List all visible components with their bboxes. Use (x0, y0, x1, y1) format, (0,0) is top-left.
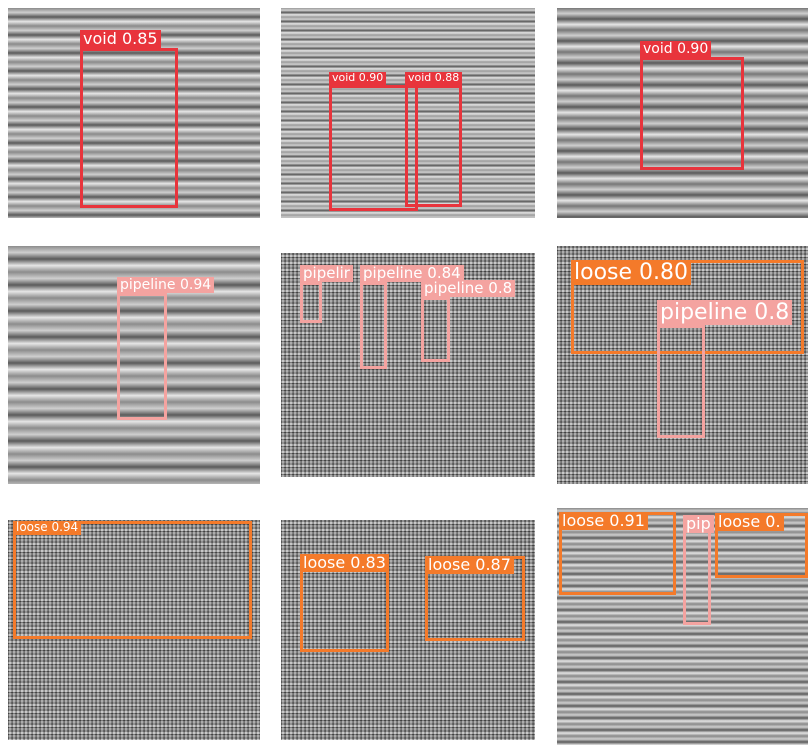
detection-box (300, 282, 322, 323)
gpr-panel: void 0.90 void 0.88 (281, 8, 535, 218)
detection-box (657, 325, 705, 438)
image-grid: void 0.85 void 0.90 void 0.88 void 0.90 pipe… (0, 0, 808, 749)
gpr-panel: pipeline 0.94 (8, 246, 260, 484)
detection-label: loose 0.83 (300, 554, 389, 572)
detection-box (640, 57, 744, 170)
detection-label: void 0.88 (405, 72, 462, 85)
detection-label: loose 0.91 (559, 512, 648, 530)
detection-label: void 0.90 (329, 72, 386, 85)
detection-label: pipeline 0.94 (117, 277, 214, 293)
gpr-panel: loose 0.80 pipeline 0.8 (557, 246, 808, 484)
detection-box (80, 48, 178, 208)
detection-label: pipeline 0.8 (421, 280, 515, 297)
detection-label: loose 0. (715, 513, 784, 531)
detection-label: loose 0.94 (13, 521, 81, 535)
detection-label: void 0.85 (80, 30, 161, 48)
detection-label: void 0.90 (640, 41, 711, 57)
detection-box (405, 85, 462, 207)
gpr-panel: void 0.90 (557, 8, 808, 218)
gpr-panel: void 0.85 (8, 8, 260, 218)
detection-label: loose 0.87 (425, 556, 514, 574)
detection-box (13, 521, 252, 639)
detection-box (360, 282, 387, 369)
detection-label: loose 0.80 (571, 260, 691, 285)
gpr-panel: loose 0.94 (8, 520, 260, 740)
detection-box (421, 297, 450, 362)
detection-box (117, 293, 167, 420)
gpr-panel: loose 0.83 loose 0.87 (281, 520, 535, 740)
detection-label: pip (683, 515, 714, 533)
detection-label: pipelir (300, 265, 353, 282)
detection-label: pipeline 0.8 (657, 300, 792, 325)
